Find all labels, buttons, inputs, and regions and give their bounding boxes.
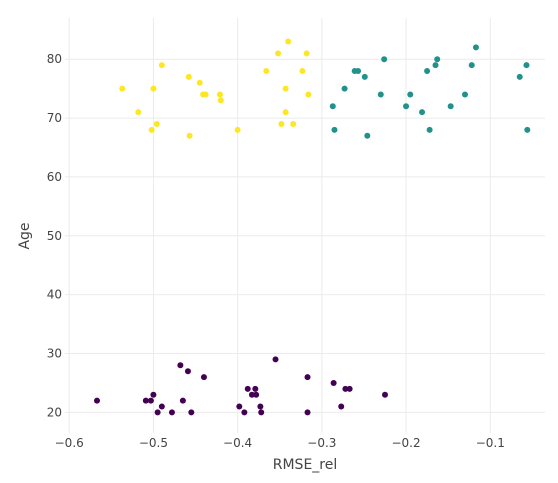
data-point	[158, 62, 165, 69]
data-point	[119, 85, 126, 92]
data-point	[432, 62, 439, 69]
data-point	[147, 397, 154, 404]
data-point	[263, 67, 270, 74]
data-point	[290, 120, 297, 127]
data-point	[248, 391, 255, 398]
y-tick-label: 70	[47, 111, 62, 125]
data-point	[304, 409, 311, 416]
data-point	[236, 403, 243, 410]
data-point	[258, 409, 265, 416]
data-point	[150, 85, 157, 92]
x-tick-label: −0.1	[476, 436, 505, 450]
data-point	[468, 62, 475, 69]
data-points	[94, 38, 531, 416]
data-point	[282, 85, 289, 92]
x-tick-label: −0.5	[139, 436, 168, 450]
data-point	[275, 50, 282, 57]
data-point	[150, 391, 157, 398]
data-point	[168, 409, 175, 416]
data-point	[472, 44, 479, 51]
data-point	[341, 85, 348, 92]
data-point	[153, 120, 160, 127]
x-axis-ticks: −0.6 −0.5 −0.4 −0.3 −0.2 −0.1	[55, 436, 505, 450]
data-point	[434, 56, 441, 63]
data-point	[424, 67, 431, 74]
data-point	[202, 91, 209, 98]
data-point	[244, 385, 251, 392]
data-point	[142, 397, 149, 404]
data-point	[252, 385, 259, 392]
y-tick-label: 40	[47, 288, 62, 302]
data-point	[179, 397, 186, 404]
data-point	[154, 409, 161, 416]
data-point	[148, 126, 155, 133]
y-tick-label: 60	[47, 170, 62, 184]
data-point	[331, 126, 338, 133]
data-point	[185, 73, 192, 80]
data-point	[330, 379, 337, 386]
data-point	[94, 397, 100, 404]
y-axis-ticks: 20 30 40 50 60 70 80	[47, 52, 62, 419]
data-point	[382, 391, 388, 398]
data-point	[524, 126, 531, 133]
data-point	[257, 403, 264, 410]
data-point	[342, 385, 349, 392]
y-tick-label: 50	[47, 229, 62, 243]
y-tick-label: 80	[47, 52, 62, 66]
data-point	[200, 374, 207, 381]
x-tick-label: −0.4	[223, 436, 252, 450]
data-point	[177, 362, 184, 369]
data-point	[355, 67, 362, 74]
data-point	[346, 385, 353, 392]
data-point	[516, 73, 523, 80]
data-point	[361, 73, 368, 80]
data-point	[186, 132, 193, 139]
data-point	[184, 368, 191, 375]
data-point	[364, 132, 371, 139]
data-point	[299, 67, 306, 74]
data-point	[158, 403, 165, 410]
data-point	[304, 374, 311, 381]
data-point	[285, 38, 292, 45]
grid	[65, 18, 545, 433]
x-tick-label: −0.3	[307, 436, 336, 450]
data-point	[217, 97, 224, 104]
data-point	[462, 91, 468, 98]
data-point	[447, 103, 454, 110]
data-point	[329, 103, 336, 110]
data-point	[241, 409, 248, 416]
data-point	[377, 91, 384, 98]
data-point	[253, 391, 260, 398]
x-tick-label: −0.6	[55, 436, 84, 450]
data-point	[196, 79, 203, 86]
data-point	[407, 91, 414, 98]
y-axis-title: Age	[17, 222, 33, 249]
x-tick-label: −0.2	[391, 436, 420, 450]
data-point	[403, 103, 410, 110]
data-point	[135, 109, 142, 116]
y-tick-label: 20	[47, 405, 62, 419]
data-point	[272, 356, 279, 363]
data-point	[426, 126, 433, 133]
data-point	[216, 91, 223, 98]
data-point	[381, 56, 388, 63]
data-point	[282, 109, 289, 116]
data-point	[419, 109, 426, 116]
data-point	[234, 126, 241, 133]
data-point	[188, 409, 195, 416]
data-point	[523, 62, 530, 69]
data-point	[303, 50, 310, 57]
y-tick-label: 30	[47, 347, 62, 361]
data-point	[278, 120, 285, 127]
data-point	[305, 91, 312, 98]
x-axis-title: RMSE_rel	[273, 457, 338, 473]
data-point	[338, 403, 345, 410]
